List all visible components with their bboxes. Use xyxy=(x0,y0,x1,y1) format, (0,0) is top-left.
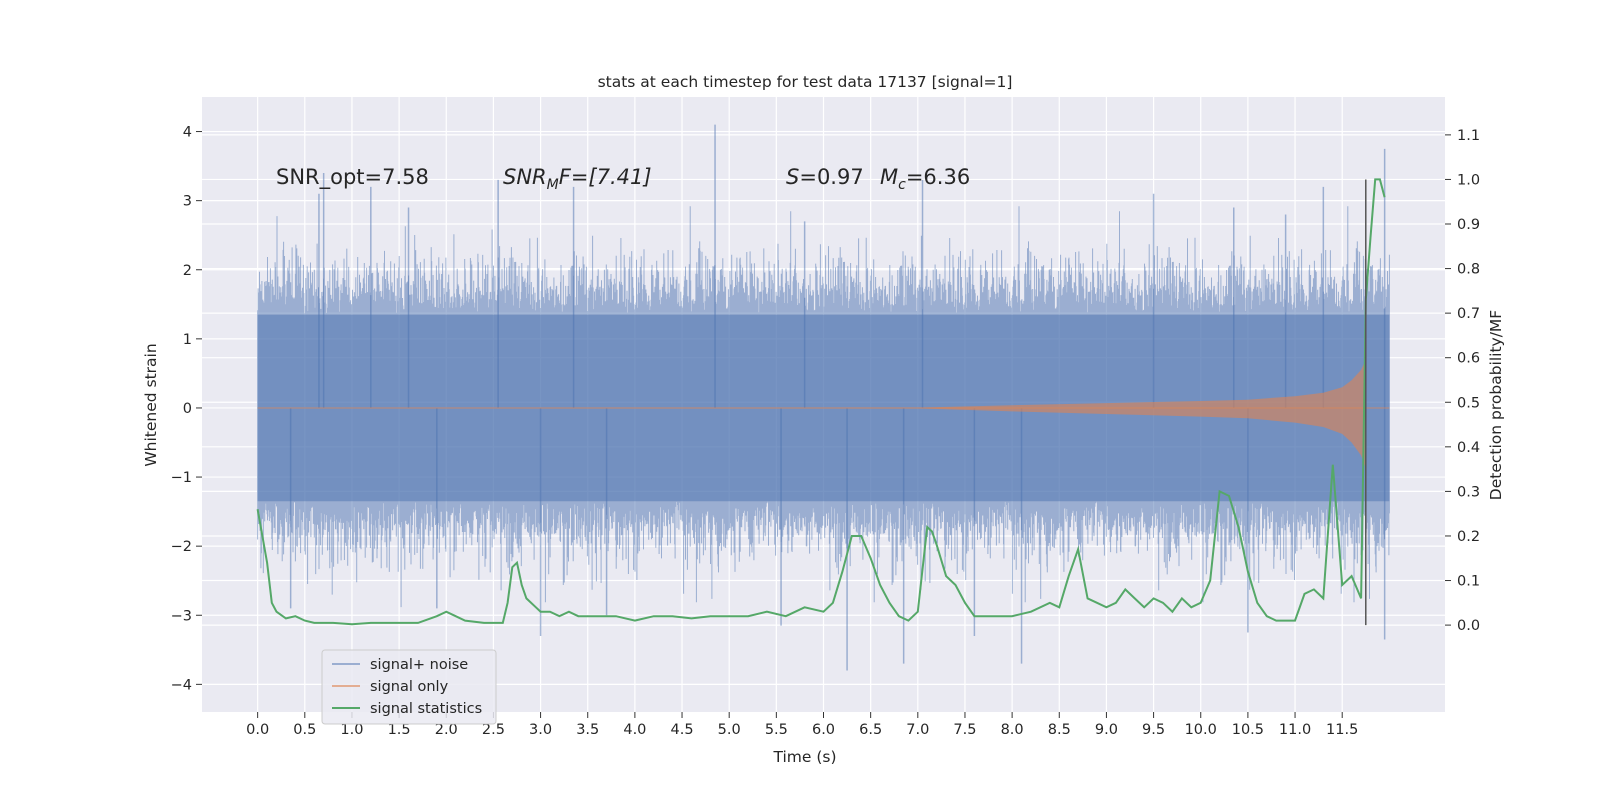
y-tick-label-left: 3 xyxy=(183,194,192,210)
s-name: S xyxy=(786,165,799,189)
y-tick-label-right: 0.3 xyxy=(1457,484,1480,500)
y-tick-label-left: 0 xyxy=(183,401,192,417)
y-tick-label-left: 2 xyxy=(183,263,192,279)
y-axis-label-right: Detection probability/MF xyxy=(1487,310,1505,501)
x-tick-label: 8.0 xyxy=(1001,722,1024,738)
snr-mf-rest: F=[7.41] xyxy=(559,165,652,189)
x-tick-label: 4.0 xyxy=(623,722,646,738)
x-tick-label: 11.5 xyxy=(1326,722,1358,738)
legend: signal+ noise signal only signal statist… xyxy=(321,649,497,725)
x-tick-label: 1.0 xyxy=(340,722,363,738)
y-tick-label-right: 0.0 xyxy=(1457,618,1480,634)
y-tick-label-right: 0.8 xyxy=(1457,262,1480,278)
x-tick-label: 8.5 xyxy=(1048,722,1071,738)
s-annotation: S=0.97 xyxy=(786,165,864,189)
x-tick-label: 7.5 xyxy=(953,722,976,738)
x-tick-label: 4.5 xyxy=(671,722,694,738)
x-tick-label: 10.5 xyxy=(1232,722,1264,738)
statistics-series xyxy=(256,178,1386,626)
statistics-line xyxy=(256,178,1386,626)
y-tick-label-left: 4 xyxy=(183,125,192,141)
signal-envelope xyxy=(257,359,1366,469)
y-tick-label-left: −1 xyxy=(171,470,192,486)
x-tick-label: 11.0 xyxy=(1279,722,1311,738)
x-tick-label: 3.0 xyxy=(529,722,552,738)
y-tick-label-right: 0.4 xyxy=(1457,440,1480,456)
snr-mf-annotation: SNRMF=[7.41] xyxy=(503,165,652,193)
y-tick-label-left: −4 xyxy=(171,677,192,693)
y-tick-label-right: 0.7 xyxy=(1457,306,1480,322)
tick-layer: 0.0 0.5 1.0 1.5 2.0 2.5 3.0 3.5 4.0 4.5 5.0 5.5 6.0 6… xyxy=(171,125,1480,738)
mc-sub: c xyxy=(898,177,906,193)
y-tick-label-right: 0.9 xyxy=(1457,217,1480,233)
x-tick-label: 7.0 xyxy=(906,722,929,738)
snr-mf-name: SNR xyxy=(503,165,547,189)
legend-label-noise: signal+ noise xyxy=(370,657,468,673)
x-tick-label: 2.5 xyxy=(482,722,505,738)
mc-value: =6.36 xyxy=(906,165,970,189)
noise-trace xyxy=(257,206,1390,608)
legend-box xyxy=(321,649,497,725)
y-tick-label-left: −3 xyxy=(171,608,192,624)
mc-annotation: Mc=6.36 xyxy=(880,165,970,193)
x-tick-label: 6.0 xyxy=(812,722,835,738)
x-tick-label: 0.0 xyxy=(246,722,269,738)
x-tick-label: 9.0 xyxy=(1095,722,1118,738)
y-tick-label-left: −2 xyxy=(171,539,192,555)
y-tick-label-left: 1 xyxy=(183,332,192,348)
s-value: =0.97 xyxy=(799,165,863,189)
x-tick-label: 10.0 xyxy=(1185,722,1217,738)
y-tick-label-right: 0.2 xyxy=(1457,529,1480,545)
y-tick-label-right: 0.5 xyxy=(1457,395,1480,411)
x-tick-label: 2.0 xyxy=(435,722,458,738)
y-tick-label-right: 0.6 xyxy=(1457,351,1480,367)
legend-label-signal: signal only xyxy=(370,679,449,695)
x-tick-label: 1.5 xyxy=(388,722,411,738)
snr-mf-sub: M xyxy=(547,177,559,193)
x-tick-label: 0.5 xyxy=(293,722,316,738)
signal-series xyxy=(257,359,1390,469)
x-tick-label: 9.5 xyxy=(1142,722,1165,738)
mc-name: M xyxy=(880,165,898,189)
y-axis-label-left: Whitened strain xyxy=(142,343,160,466)
x-tick-label: 5.5 xyxy=(765,722,788,738)
x-tick-label: 6.5 xyxy=(859,722,882,738)
x-tick-label: 5.0 xyxy=(718,722,741,738)
y-tick-label-right: 0.1 xyxy=(1457,574,1480,590)
x-axis-label: Time (s) xyxy=(772,748,836,766)
chart-title: stats at each timestep for test data 171… xyxy=(598,73,1013,91)
y-tick-label-right: 1.0 xyxy=(1457,172,1480,188)
x-tick-label: 3.5 xyxy=(576,722,599,738)
y-tick-label-right: 1.1 xyxy=(1457,128,1480,144)
legend-label-stat: signal statistics xyxy=(370,701,482,717)
snr-opt-annotation: SNR_opt=7.58 xyxy=(276,165,429,190)
